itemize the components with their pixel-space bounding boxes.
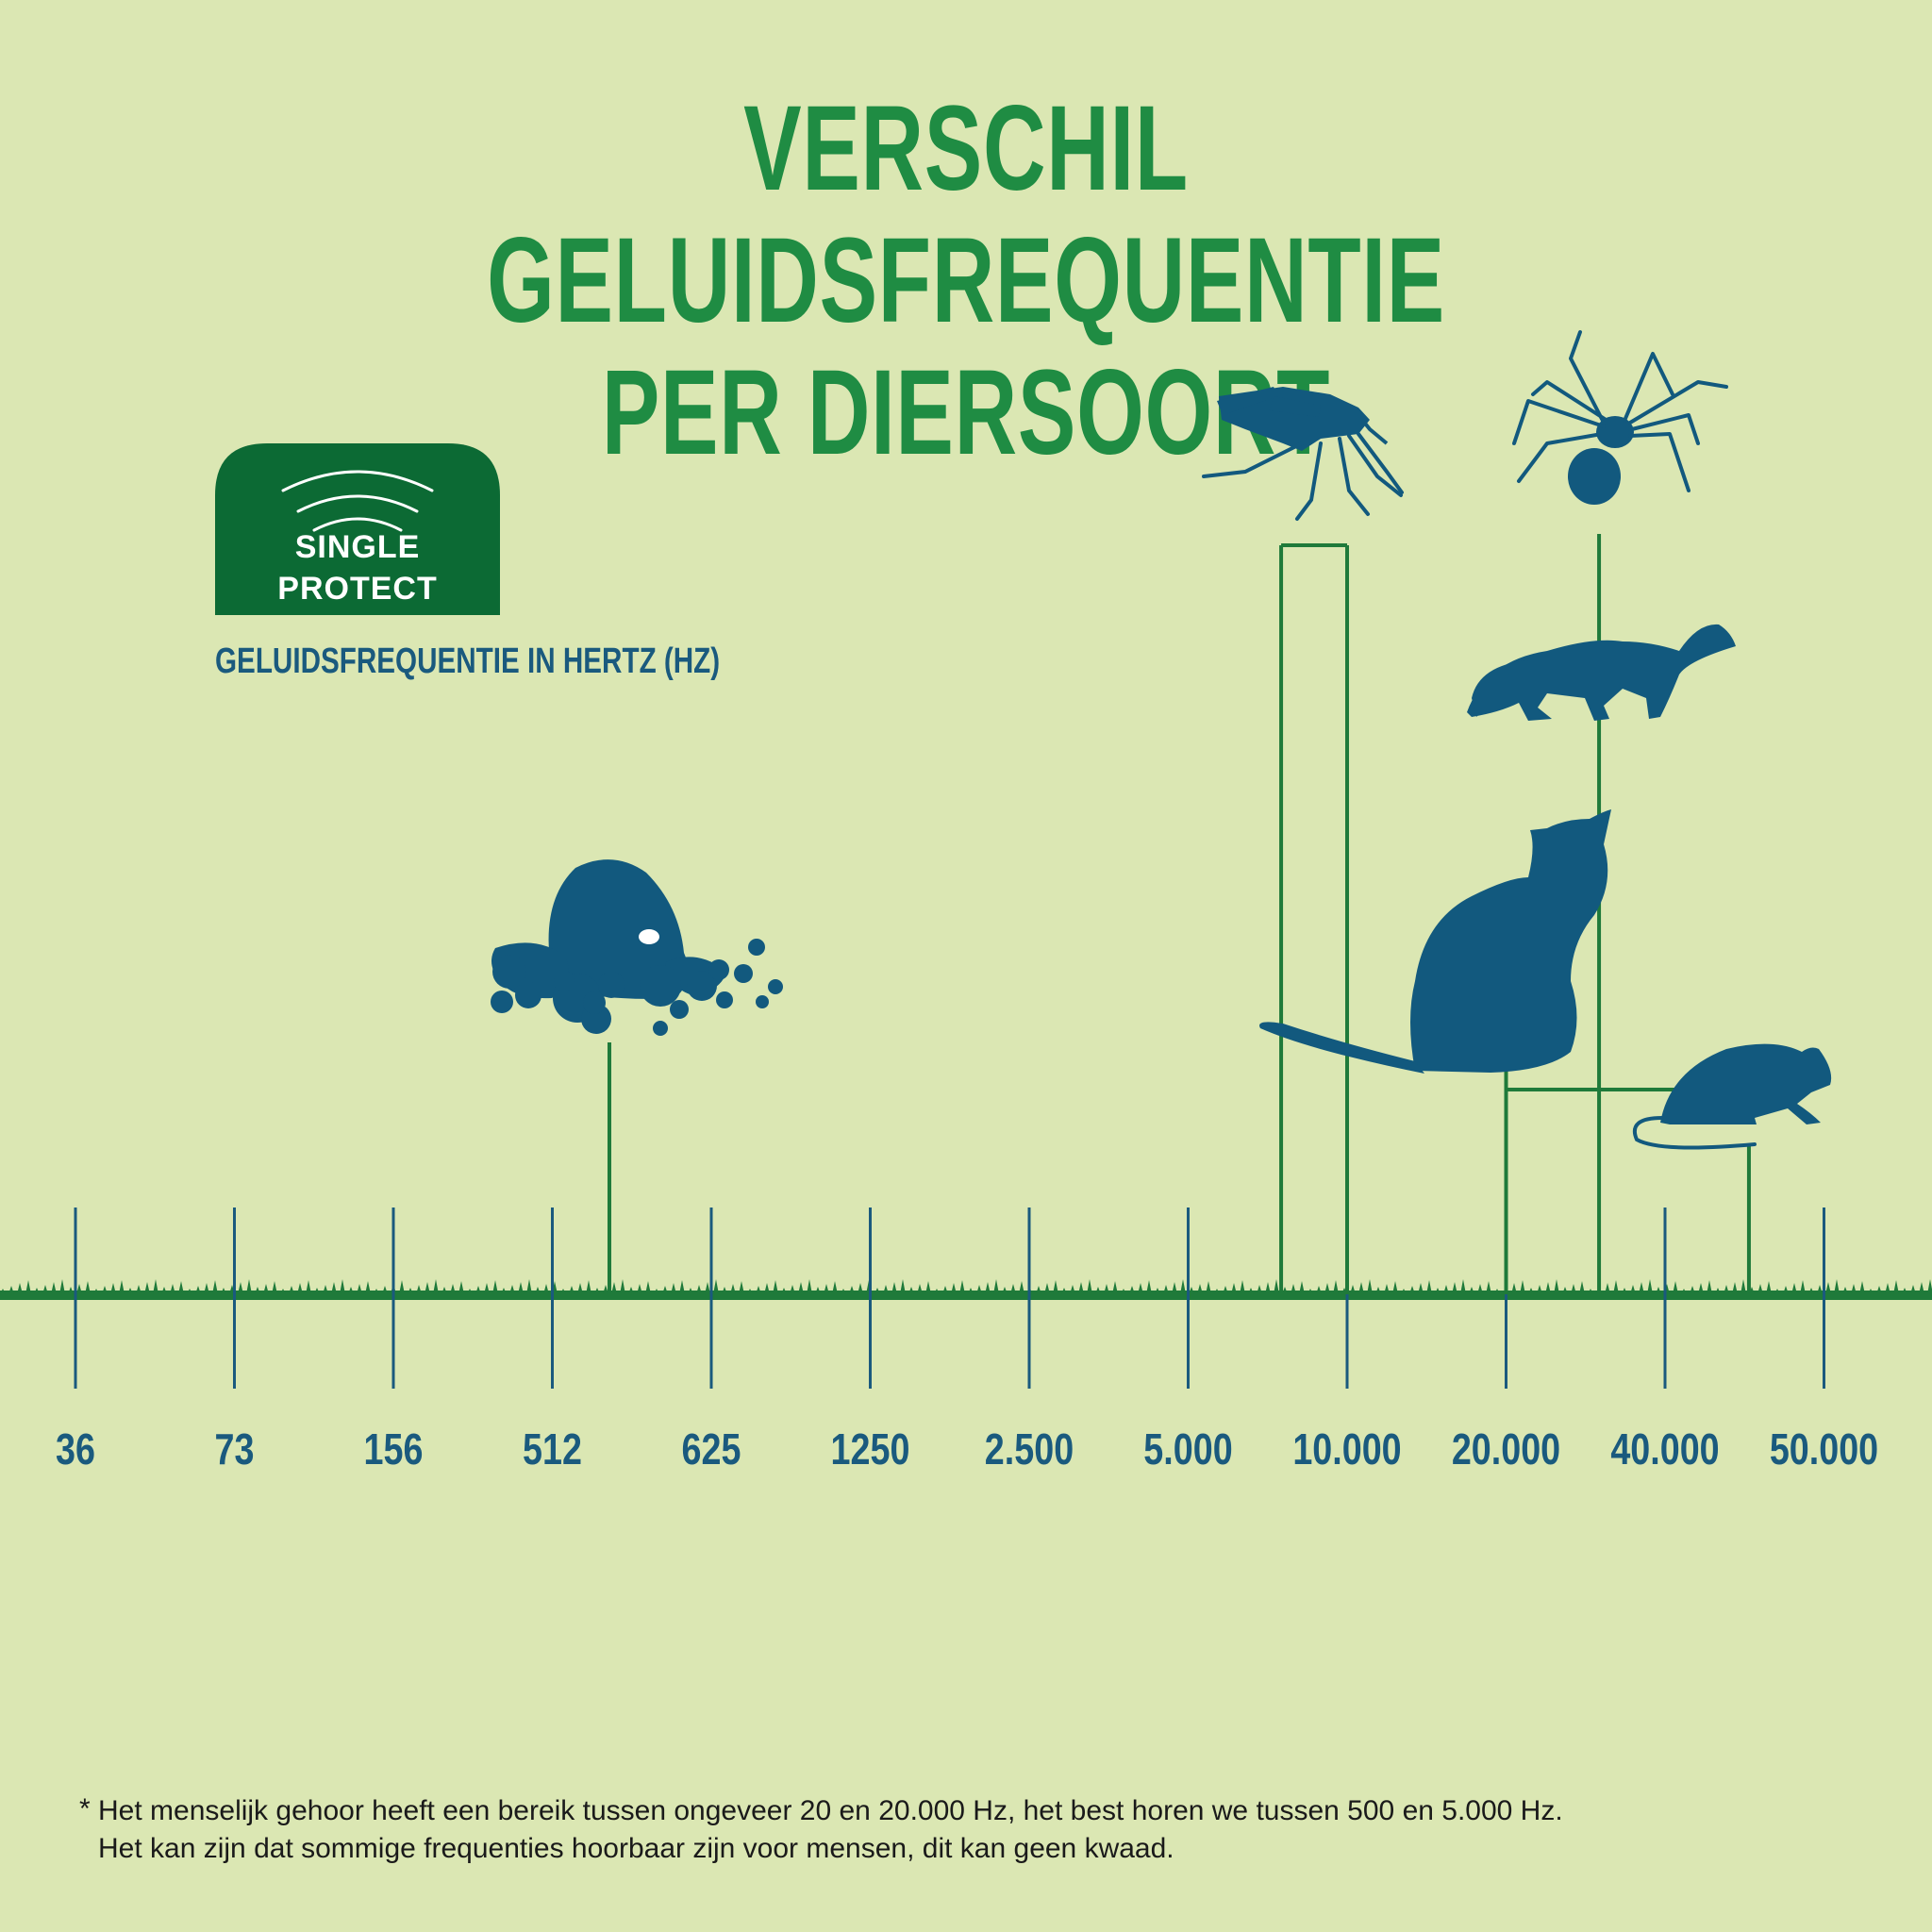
footnote-marker: *: [79, 1793, 91, 1824]
axis-tick-label: 50.000: [1770, 1424, 1878, 1473]
logo-line-1: SINGLE: [294, 529, 421, 565]
axis-tick-label: 20.000: [1452, 1424, 1560, 1473]
axis-tick-label: 1250: [831, 1424, 910, 1473]
logo-text: SINGLE PROTECT: [215, 526, 500, 609]
cat-icon: [1259, 809, 1611, 1074]
mosquito-icon: [1202, 387, 1404, 521]
axis-tick-label: 73: [215, 1424, 255, 1473]
marten-icon: [1467, 624, 1736, 721]
axis-tick-label: 156: [364, 1424, 424, 1473]
grass-baseline: [0, 1279, 1932, 1300]
footnote-line-2: Het kan zijn dat sommige frequenties hoo…: [98, 1833, 1174, 1864]
ground-line: [0, 1291, 1932, 1300]
title-line-1: VERSCHIL GELUIDSFREQUENTIE: [487, 81, 1445, 348]
sound-waves-icon: [281, 470, 434, 532]
footnote: * Het menselijk gehoor heeft een bereik …: [79, 1792, 1890, 1868]
mouse-icon: [1632, 1043, 1832, 1150]
axis-tick-label: 512: [523, 1424, 582, 1473]
axis-tick-label: 40.000: [1610, 1424, 1719, 1473]
single-protect-logo: SINGLE PROTECT: [215, 443, 500, 615]
axis-tick-label: 36: [56, 1424, 95, 1473]
chart-title: VERSCHIL GELUIDSFREQUENTIE PER DIERSOORT: [271, 83, 1662, 479]
animal-icons: [491, 330, 1832, 1150]
title-line-2: PER DIERSOORT: [601, 345, 1331, 480]
axis-tick-labels: 36 73 156 512 625 1250 2.500 5.000 10.000 20.000 4…: [56, 1424, 1878, 1473]
footnote-line-1: Het menselijk gehoor heeft een bereik tu…: [98, 1795, 1563, 1826]
axis-label: GELUIDSFREQUENTIE IN HERTZ (HZ): [215, 641, 721, 681]
axis-ticks: [74, 1208, 1825, 1389]
mole-icon: [491, 859, 783, 1036]
logo-line-2: PROTECT: [277, 571, 438, 607]
axis-tick-label: 625: [682, 1424, 741, 1473]
logo-badge: [215, 443, 500, 615]
axis-tick-label: 2.500: [985, 1424, 1074, 1473]
spider-icon: [1512, 330, 1728, 505]
axis-tick-label: 10.000: [1292, 1424, 1401, 1473]
axis-tick-label: 5.000: [1143, 1424, 1232, 1473]
